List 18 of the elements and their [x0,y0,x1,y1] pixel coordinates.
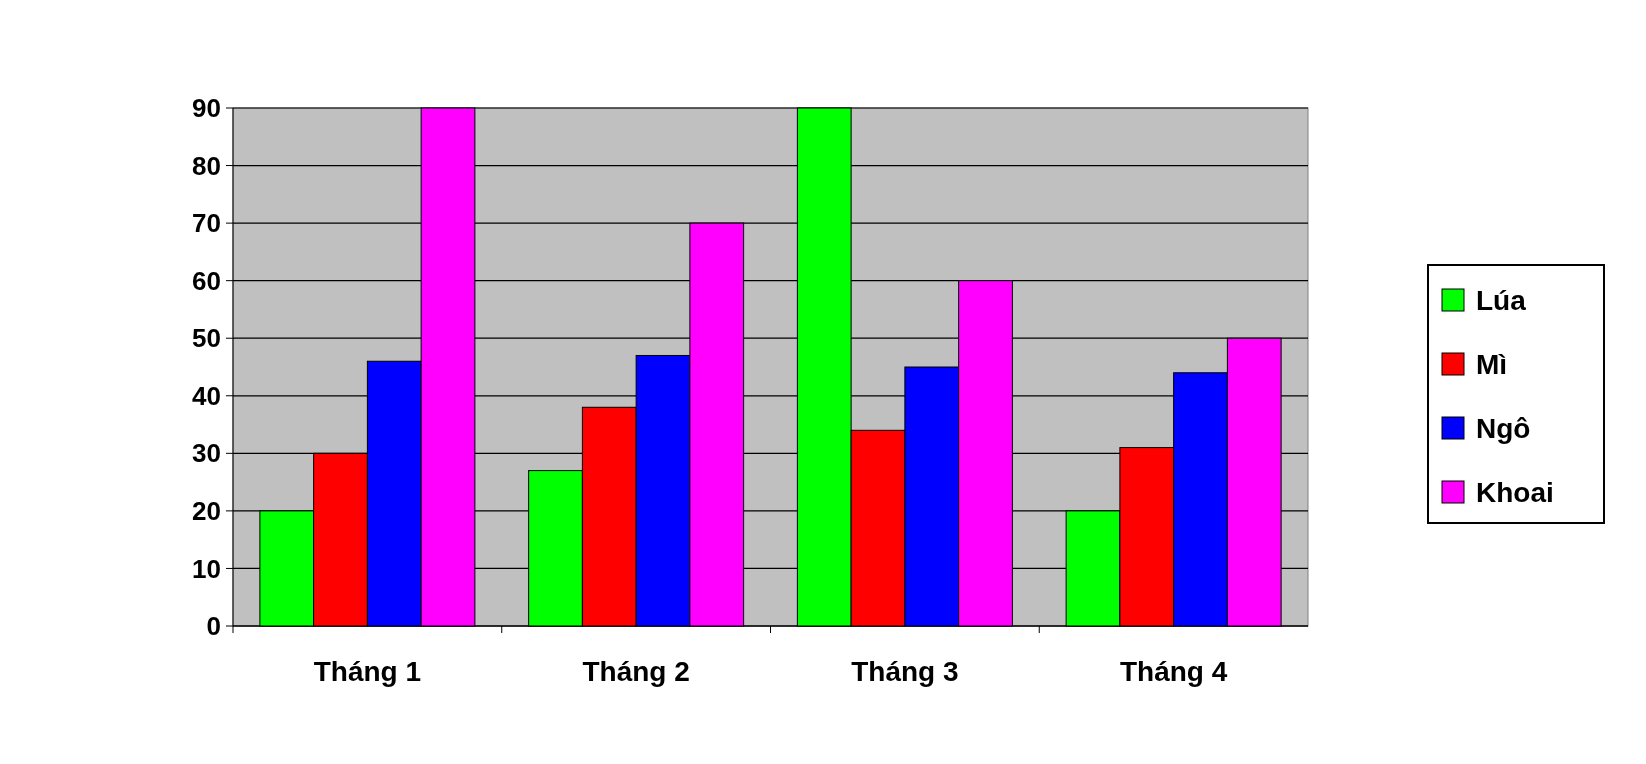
x-tick-label: Tháng 1 [313,656,422,687]
legend-label: Lúa [1476,284,1527,316]
legend-label: Mì [1476,348,1508,380]
y-tick-label: 80 [192,150,221,181]
y-tick-label: 10 [192,553,221,584]
y-tick-label: 40 [192,380,221,411]
y-tick-label: 70 [192,208,221,239]
x-tick-label: Tháng 3 [851,656,959,687]
legend-label: Ngô [1476,412,1531,444]
y-tick-label: 0 [206,611,221,642]
y-tick-label: 90 [192,93,221,124]
y-tick-label: 20 [192,495,221,526]
y-tick-label: 30 [192,438,221,469]
x-tick-label: Tháng 2 [582,656,690,687]
x-tick-label: Tháng 4 [1119,656,1228,687]
y-tick-label: 60 [192,265,221,296]
y-tick-label: 50 [192,323,221,354]
legend-label: Khoai [1476,476,1554,508]
